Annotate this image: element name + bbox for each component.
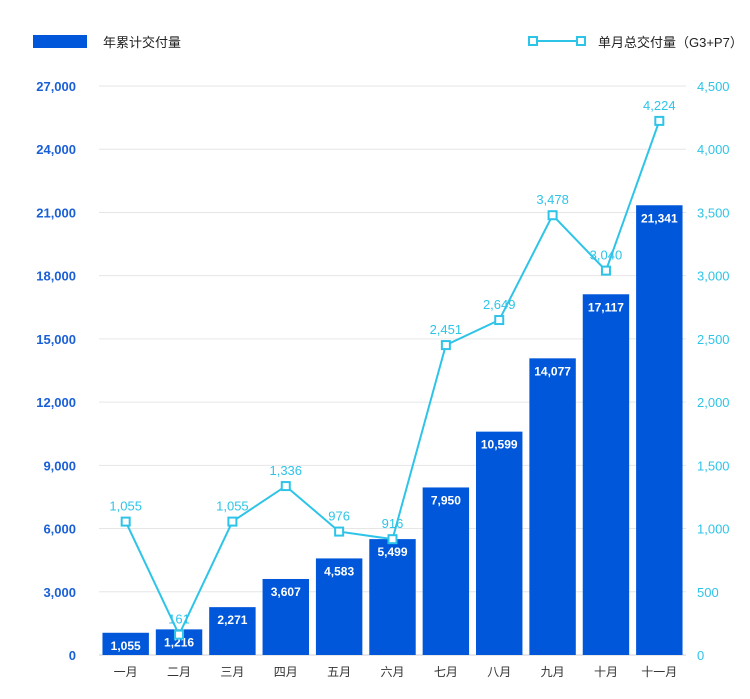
line-value-label: 976 (328, 509, 350, 524)
line-value-label: 1,055 (216, 499, 249, 514)
line-point (547, 210, 558, 221)
right-axis-tick-label: 3,000 (697, 269, 730, 284)
line-value-label: 1,055 (109, 499, 142, 514)
line-value-label: 4,224 (643, 98, 676, 113)
category-label: 五月 (327, 665, 351, 679)
line-series: 1,055 161 1,055 1,336 976 916 2,451 2,649 3,478 3… (109, 98, 676, 640)
grid-lines (99, 85, 686, 656)
left-axis-tick-label: 24,000 (36, 142, 76, 157)
line-value-label: 1,336 (269, 463, 302, 478)
bar (476, 431, 523, 655)
line-point (334, 526, 345, 537)
line-value-label: 161 (168, 612, 190, 627)
left-axis-tick-label: 21,000 (36, 205, 76, 220)
line-point (440, 340, 451, 351)
left-axis-tick-label: 27,000 (36, 79, 76, 94)
left-axis-tick-label: 12,000 (36, 395, 76, 410)
category-label: 八月 (487, 665, 511, 679)
category-label: 十一月 (641, 665, 677, 679)
category-label: 三月 (220, 665, 244, 679)
bar (422, 487, 470, 655)
category-label: 四月 (274, 665, 298, 679)
category-label: 二月 (167, 665, 191, 679)
bar (315, 558, 363, 655)
legend-line-marker-right (576, 36, 586, 46)
bar-value-label: 1,216 (164, 635, 194, 649)
line-value-label: 3,478 (536, 192, 569, 207)
bar-value-label: 10,599 (481, 438, 518, 452)
bar-value-label: 5,499 (377, 545, 407, 559)
left-axis-tick-label: 6,000 (43, 522, 76, 537)
bar (636, 205, 683, 655)
left-axis-tick-label: 15,000 (36, 332, 76, 347)
right-axis-tick-label: 2,500 (697, 332, 730, 347)
bar-series: 1,055 1,216 2,271 3,607 4,583 5,499 7,950 10,59… (102, 205, 683, 655)
left-axis-tick-label: 9,000 (43, 458, 76, 473)
legend-line-marker-left (528, 36, 538, 46)
left-axis-tick-label: 0 (69, 648, 76, 663)
category-label: 七月 (434, 665, 458, 679)
left-axis-tick-label: 3,000 (43, 585, 76, 600)
bar (529, 358, 576, 655)
bar (369, 539, 416, 655)
line-point (227, 516, 238, 527)
right-axis-tick-label: 4,000 (697, 142, 730, 157)
bar-value-label: 21,341 (641, 211, 678, 225)
line-point (174, 629, 185, 640)
right-axis-tick-label: 3,500 (697, 205, 730, 220)
bar-value-label: 2,271 (217, 613, 247, 627)
category-label: 一月 (114, 665, 138, 679)
line-value-label: 3,040 (590, 248, 623, 263)
line-value-label: 916 (382, 516, 404, 531)
line-value-label: 2,649 (483, 297, 516, 312)
right-axis-tick-label: 1,500 (697, 458, 730, 473)
line-point (494, 315, 505, 326)
legend: 年累计交付量 单月总交付量（G3+P7） (33, 35, 743, 50)
bar-value-label: 14,077 (534, 364, 571, 378)
bar (262, 578, 309, 655)
legend-bar-swatch (33, 35, 87, 48)
bar-value-label: 3,607 (271, 585, 301, 599)
line-point (120, 516, 131, 527)
line-point (280, 481, 291, 492)
bar-value-label: 17,117 (588, 300, 624, 314)
legend-line-label: 单月总交付量（G3+P7） (598, 35, 743, 50)
bar-value-label: 7,950 (431, 493, 461, 507)
right-axis-tick-label: 1,000 (697, 522, 730, 537)
line-point (387, 534, 398, 545)
axes: 0 0 3,000 500 6,000 1,000 9,000 1,500 12,000 2,00… (36, 79, 729, 679)
bar (102, 632, 149, 655)
bar-value-label: 1,055 (111, 639, 141, 653)
bar (582, 294, 630, 655)
right-axis-tick-label: 0 (697, 648, 704, 663)
legend-bar-label: 年累计交付量 (103, 35, 181, 50)
category-label: 六月 (380, 665, 404, 679)
right-axis-tick-label: 500 (697, 585, 719, 600)
bar (209, 607, 256, 655)
right-axis-tick-label: 4,500 (697, 79, 730, 94)
category-label: 十月 (594, 665, 618, 679)
line-point (600, 265, 611, 276)
bar-value-label: 4,583 (324, 564, 354, 578)
line-value-label: 2,451 (430, 322, 463, 337)
line-point (654, 115, 665, 126)
left-axis-tick-label: 18,000 (36, 269, 76, 284)
category-label: 九月 (541, 665, 565, 679)
right-axis-tick-label: 2,000 (697, 395, 730, 410)
